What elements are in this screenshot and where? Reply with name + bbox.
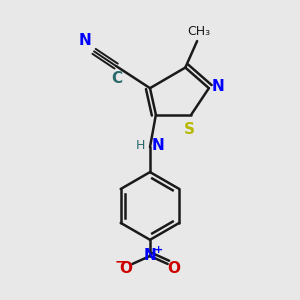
Text: S: S xyxy=(184,122,195,137)
Text: O: O xyxy=(119,261,132,276)
Text: C: C xyxy=(111,71,122,86)
Text: N: N xyxy=(144,248,156,263)
Text: −: − xyxy=(115,254,126,268)
Text: N: N xyxy=(152,138,164,153)
Text: H: H xyxy=(136,139,145,152)
Text: CH₃: CH₃ xyxy=(187,25,210,38)
Text: N: N xyxy=(211,79,224,94)
Text: N: N xyxy=(79,33,92,48)
Text: +: + xyxy=(154,244,163,254)
Text: O: O xyxy=(168,261,181,276)
